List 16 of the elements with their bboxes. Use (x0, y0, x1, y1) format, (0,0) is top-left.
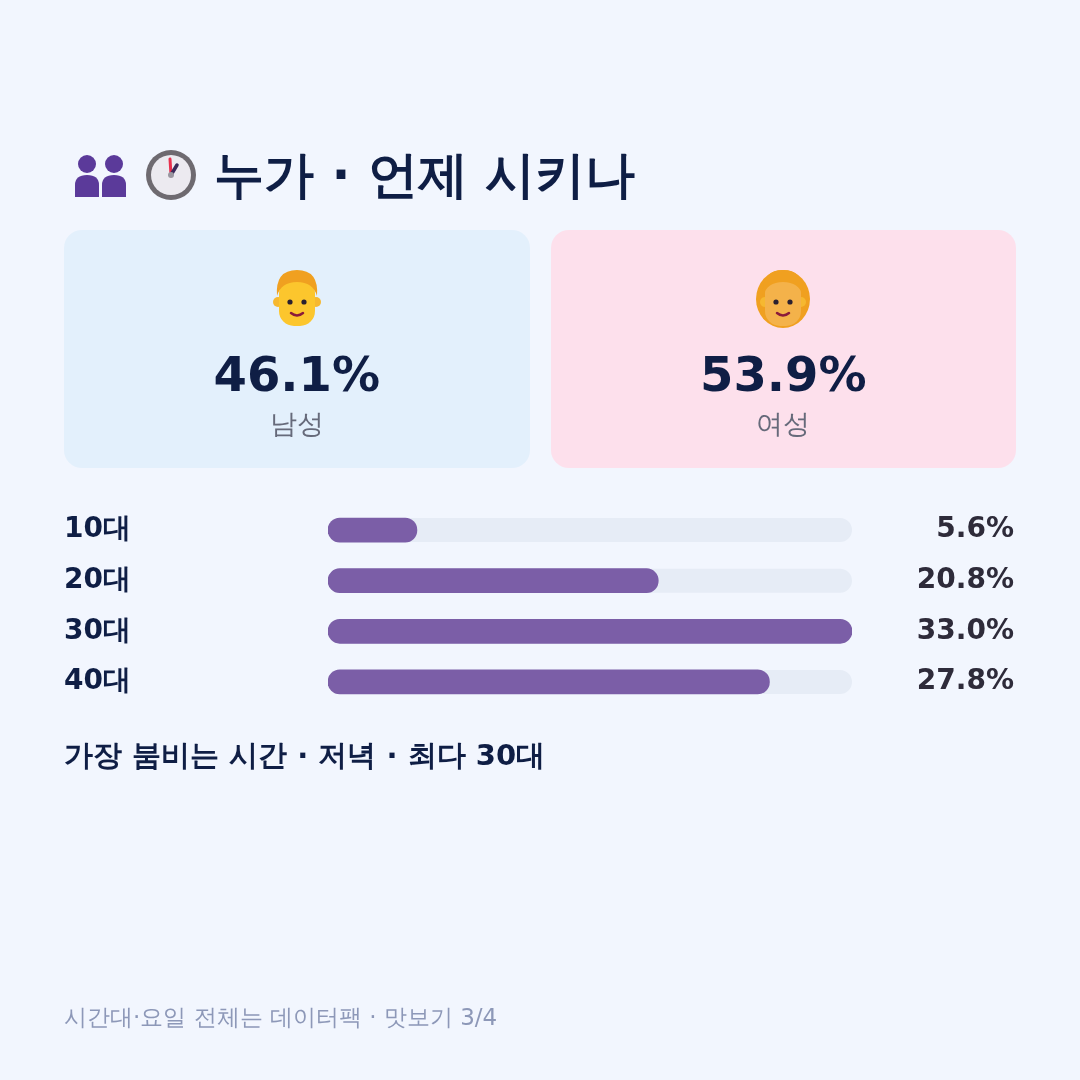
data-label: 20.8% (916, 561, 1014, 595)
data-label: 27.8% (916, 663, 1014, 697)
text: 가장 붐비는 시간 · 저녁 · 최다 30대 (64, 738, 546, 772)
y-tick-label: 20대 (64, 561, 131, 595)
text: 시간대·요일 전체는 데이터팩 · 맛보기 3/4 (64, 1004, 498, 1030)
category-label: 여성 (756, 408, 811, 439)
data-label: 33.0% (916, 612, 1014, 646)
text: 46.1% (213, 346, 381, 402)
y-tick-label: 10대 (64, 511, 131, 545)
category-label: 남성 (269, 408, 324, 439)
bar (328, 517, 418, 543)
y-tick-label: 30대 (64, 612, 131, 646)
data-label: 5.6% (936, 511, 1014, 545)
text: 누가 · 언제 시키나 (214, 144, 636, 206)
y-tick-label: 40대 (64, 663, 131, 697)
text: 53.9% (699, 346, 867, 402)
